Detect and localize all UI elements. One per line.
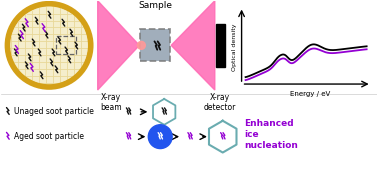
Circle shape xyxy=(10,7,88,84)
Polygon shape xyxy=(171,1,215,90)
Bar xyxy=(140,29,170,61)
Text: Unaged soot particle: Unaged soot particle xyxy=(14,107,94,116)
Polygon shape xyxy=(98,1,139,90)
Text: Aged soot particle: Aged soot particle xyxy=(14,132,84,141)
Text: Energy / eV: Energy / eV xyxy=(290,91,330,97)
Text: X-ray
detector: X-ray detector xyxy=(204,93,236,112)
Polygon shape xyxy=(209,121,237,153)
Bar xyxy=(216,23,225,67)
Bar xyxy=(56,36,76,54)
Text: Sample: Sample xyxy=(138,1,172,10)
Text: Optical density: Optical density xyxy=(232,23,237,71)
Polygon shape xyxy=(153,99,175,125)
Circle shape xyxy=(8,4,91,87)
Text: X-ray
beam: X-ray beam xyxy=(100,93,121,112)
Circle shape xyxy=(148,125,172,149)
Text: Enhanced
ice
nucleation: Enhanced ice nucleation xyxy=(245,119,299,150)
Circle shape xyxy=(137,41,145,49)
